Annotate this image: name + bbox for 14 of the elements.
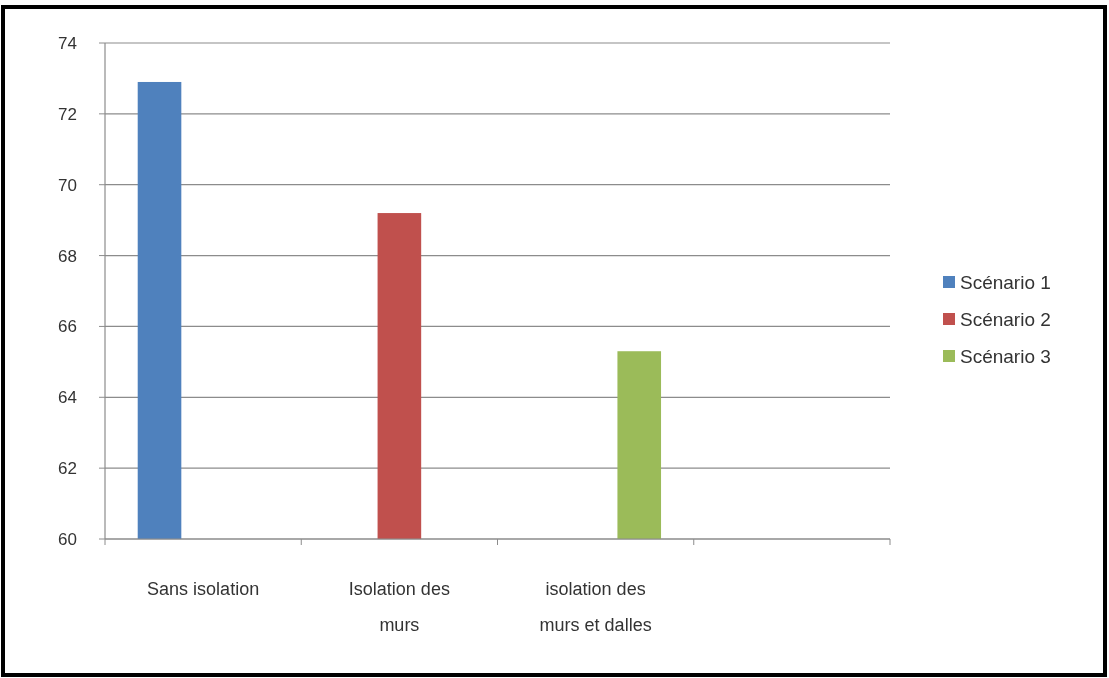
legend-label: Scénario 1: [960, 271, 1051, 293]
legend-label: Scénario 2: [960, 308, 1051, 330]
y-tick-label: 68: [58, 246, 77, 266]
y-tick-label: 62: [58, 459, 77, 479]
y-tick-label: 70: [58, 175, 77, 195]
y-tick-label: 60: [58, 529, 77, 549]
y-tick-label: 72: [58, 104, 77, 124]
y-tick-label: 64: [58, 388, 77, 408]
y-tick-label: 66: [58, 317, 77, 337]
x-tick-label: Sans isolation: [147, 579, 260, 599]
y-tick-label: 74: [58, 33, 77, 53]
legend-label: Scénario 3: [960, 345, 1051, 367]
x-tick-label: isolation des murs et dalles: [539, 579, 652, 635]
x-tick-label: Isolation des murs: [348, 579, 450, 635]
